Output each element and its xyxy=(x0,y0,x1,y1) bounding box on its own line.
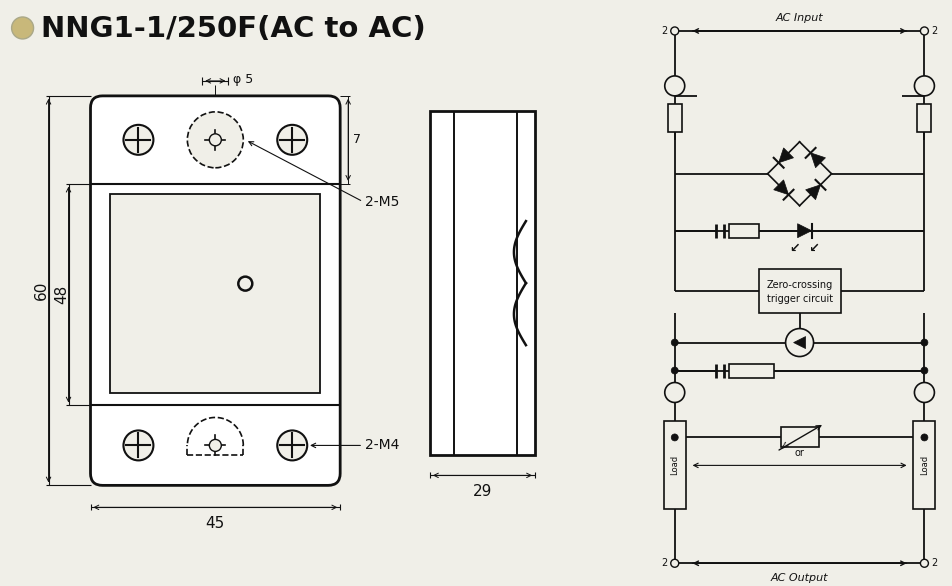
Bar xyxy=(913,421,936,509)
Bar xyxy=(110,194,320,393)
Polygon shape xyxy=(794,336,805,349)
Circle shape xyxy=(277,431,307,461)
Text: φ 5: φ 5 xyxy=(233,73,253,86)
Circle shape xyxy=(921,434,928,441)
Circle shape xyxy=(915,383,935,403)
Circle shape xyxy=(124,125,153,155)
Bar xyxy=(759,268,841,312)
Text: 2-M5: 2-M5 xyxy=(366,195,400,209)
Circle shape xyxy=(671,559,679,567)
Circle shape xyxy=(664,383,684,403)
Circle shape xyxy=(921,27,928,35)
Text: Zero-crossing: Zero-crossing xyxy=(766,280,833,289)
Bar xyxy=(918,104,931,132)
Text: 2-M4: 2-M4 xyxy=(366,438,400,452)
Circle shape xyxy=(238,277,252,291)
Text: 7: 7 xyxy=(353,134,361,146)
Bar xyxy=(664,421,685,509)
Circle shape xyxy=(671,434,678,441)
Text: <: < xyxy=(778,438,791,452)
Bar xyxy=(728,224,759,238)
Polygon shape xyxy=(810,153,825,168)
FancyBboxPatch shape xyxy=(90,96,340,485)
Circle shape xyxy=(671,27,679,35)
Text: 2: 2 xyxy=(931,26,938,36)
Text: 48: 48 xyxy=(54,285,69,304)
Text: 29: 29 xyxy=(473,485,492,499)
Polygon shape xyxy=(774,180,788,195)
Circle shape xyxy=(671,367,678,374)
Circle shape xyxy=(921,559,928,567)
Circle shape xyxy=(785,329,814,356)
Text: 1: 1 xyxy=(672,387,678,397)
Polygon shape xyxy=(805,185,821,200)
Text: 2: 2 xyxy=(662,558,668,568)
Text: 2: 2 xyxy=(931,558,938,568)
Text: Load: Load xyxy=(670,455,679,475)
Polygon shape xyxy=(798,224,811,238)
Text: 60: 60 xyxy=(34,281,50,300)
Circle shape xyxy=(277,125,307,155)
Text: 2: 2 xyxy=(662,26,668,36)
Circle shape xyxy=(671,339,678,346)
Polygon shape xyxy=(779,148,793,163)
Text: Load: Load xyxy=(920,455,929,475)
Circle shape xyxy=(921,339,928,346)
Circle shape xyxy=(921,367,928,374)
Text: 2: 2 xyxy=(922,387,927,397)
Text: ↙  ↙: ↙ ↙ xyxy=(790,242,820,255)
Text: 4: 4 xyxy=(672,81,678,91)
Text: 3: 3 xyxy=(922,81,927,91)
Circle shape xyxy=(11,17,33,39)
Circle shape xyxy=(664,76,684,96)
Text: AC Input: AC Input xyxy=(776,13,823,23)
Bar xyxy=(728,363,774,377)
Circle shape xyxy=(124,431,153,461)
Circle shape xyxy=(209,134,221,146)
Text: or: or xyxy=(795,448,804,458)
Circle shape xyxy=(209,440,221,451)
Bar xyxy=(667,104,682,132)
Bar xyxy=(781,427,819,448)
Circle shape xyxy=(915,76,935,96)
Text: AC Output: AC Output xyxy=(771,573,828,583)
Text: trigger circuit: trigger circuit xyxy=(766,294,833,304)
Text: 45: 45 xyxy=(206,516,225,532)
Circle shape xyxy=(188,112,244,168)
Text: NNG1-1/250F(AC to AC): NNG1-1/250F(AC to AC) xyxy=(41,15,426,43)
Bar xyxy=(430,111,535,455)
